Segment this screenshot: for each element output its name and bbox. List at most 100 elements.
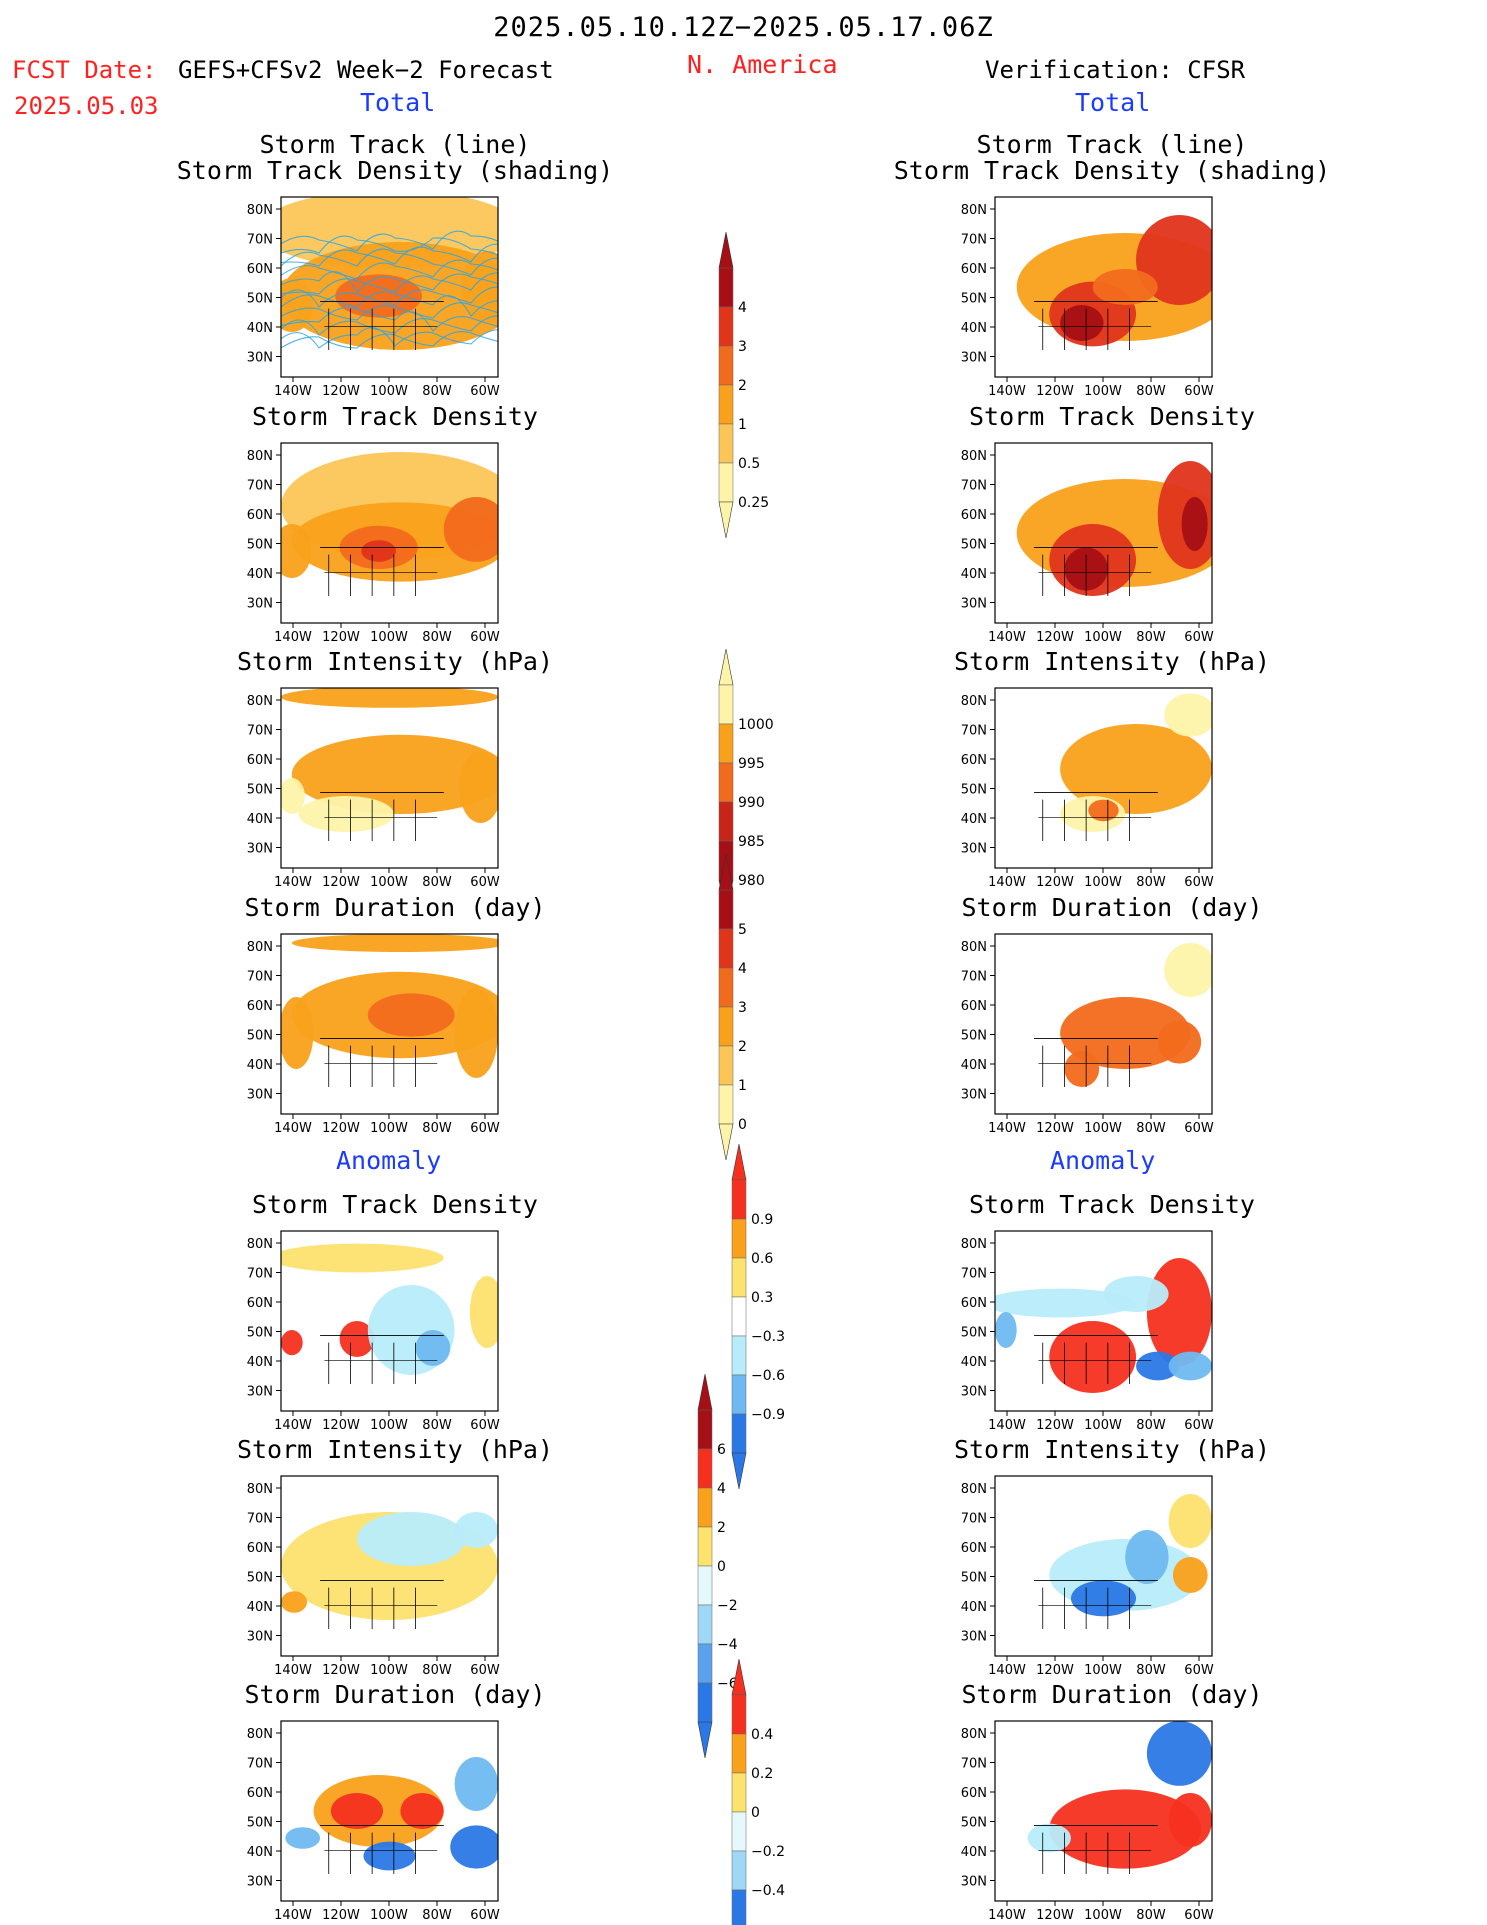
lat-tick-label: 60N (247, 508, 273, 523)
left-map-panel-4: 80N 70N 60N 50N 40N 30N 140W 120W 100W 80W 60W (247, 933, 500, 1136)
left-map-panel-3: 80N 70N 60N 50N 40N 30N 140W 120W 100W 80W 60W (247, 687, 500, 890)
lon-tick-label: 80W (422, 1663, 452, 1678)
lon-tick-label: 140W (274, 630, 312, 645)
lon-tick-label: 100W (370, 384, 408, 399)
lon-tick-label: 120W (1036, 630, 1074, 645)
lat-tick-label: 60N (247, 1786, 273, 1801)
left-panel-5-title: Storm Track Density (252, 1190, 538, 1219)
lon-tick-label: 120W (1036, 1418, 1074, 1433)
lat-tick-label: 60N (961, 1541, 987, 1556)
lon-tick-label: 100W (1084, 384, 1122, 399)
lon-tick-label: 120W (1036, 384, 1074, 399)
lon-tick-label: 60W (470, 1121, 500, 1136)
lat-tick-label: 40N (961, 1355, 987, 1370)
lon-tick-label: 100W (1084, 1121, 1122, 1136)
lat-tick-label: 50N (247, 292, 273, 307)
lat-tick-label: 40N (247, 321, 273, 336)
colorbar-label: 0.2 (751, 1766, 773, 1782)
lat-tick-label: 50N (961, 1326, 987, 1341)
lat-tick-label: 50N (247, 1816, 273, 1831)
section-anomaly-left: Anomaly (336, 1146, 442, 1175)
colorbar-swatch (718, 762, 734, 803)
lon-tick-label: 80W (1136, 384, 1166, 399)
colorbar-swatch (697, 1487, 713, 1528)
lat-tick-label: 70N (247, 724, 273, 739)
lat-tick-label: 50N (247, 1029, 273, 1044)
left-map-panel-6: 80N 70N 60N 50N 40N 30N 140W 120W 100W 80W 60W (247, 1475, 500, 1678)
left-panel-4-title: Storm Duration (day) (244, 893, 546, 922)
colorbar-swatch (718, 423, 734, 464)
lon-tick-label: 120W (322, 1908, 360, 1923)
lon-tick-label: 60W (470, 1908, 500, 1923)
lat-tick-label: 30N (247, 842, 273, 857)
lon-tick-label: 140W (274, 1908, 312, 1923)
right-map-panel-1: 80N 70N 60N 50N 40N 30N 140W 120W 100W 80W 60W (961, 196, 1214, 399)
right-panel-2-title: Storm Track Density (969, 402, 1255, 431)
lat-tick-label: 40N (961, 812, 987, 827)
lat-tick-label: 40N (961, 1600, 987, 1615)
lat-tick-label: 40N (247, 1845, 273, 1860)
right-map-panel-3: 80N 70N 60N 50N 40N 30N 140W 120W 100W 80W 60W (961, 687, 1214, 890)
lon-tick-label: 80W (1136, 630, 1166, 645)
lat-tick-label: 40N (247, 1058, 273, 1073)
colorbar-swatch (697, 1448, 713, 1489)
period-title: 2025.05.10.12Z−2025.05.17.06Z (493, 12, 994, 43)
lon-tick-label: 60W (470, 1418, 500, 1433)
lon-tick-label: 100W (370, 1121, 408, 1136)
lat-tick-label: 30N (961, 842, 987, 857)
colorbar-swatch (718, 801, 734, 842)
lat-tick-label: 80N (247, 203, 273, 218)
lon-tick-label: 60W (1184, 1418, 1214, 1433)
lat-tick-label: 80N (247, 1237, 273, 1252)
left-map-panel-7: 80N 70N 60N 50N 40N 30N 140W 120W 100W 80W 60W (247, 1720, 500, 1923)
lat-tick-label: 70N (961, 1757, 987, 1772)
colorbar-swatch (718, 1006, 734, 1047)
lat-tick-label: 80N (961, 1237, 987, 1252)
colorbar-swatch (731, 1413, 747, 1454)
right-map-panel-6: 80N 70N 60N 50N 40N 30N 140W 120W 100W 80W 60W (961, 1475, 1214, 1678)
left-panel-2-title: Storm Track Density (252, 402, 538, 431)
lon-tick-label: 120W (322, 1663, 360, 1678)
lon-tick-label: 80W (1136, 1418, 1166, 1433)
colorbar-label: 3 (738, 339, 747, 355)
lat-tick-label: 30N (961, 1875, 987, 1890)
colorbar-label: −0.9 (751, 1407, 785, 1423)
lon-tick-label: 60W (1184, 875, 1214, 890)
lat-tick-label: 70N (247, 1267, 273, 1282)
right-panel-3-title: Storm Intensity (hPa) (953, 647, 1271, 676)
lat-tick-label: 60N (961, 1296, 987, 1311)
colorbar-label: 990 (738, 795, 765, 811)
colorbar-swatch (731, 1218, 747, 1259)
lon-tick-label: 80W (422, 875, 452, 890)
lon-tick-label: 140W (988, 384, 1026, 399)
colorbar-swatch (718, 462, 734, 503)
colorbar-label: 0.5 (738, 456, 760, 472)
lat-tick-label: 80N (961, 1727, 987, 1742)
track-density-anom-colorbar: 0.9 0.6 0.3 −0.3 −0.6 −0.9 (731, 1143, 785, 1490)
lat-tick-label: 80N (247, 1727, 273, 1742)
lat-tick-label: 60N (247, 1541, 273, 1556)
lat-tick-label: 30N (961, 1385, 987, 1400)
colorbar-label: 4 (738, 300, 747, 316)
right-map-panel-5: 80N 70N 60N 50N 40N 30N 140W 120W 100W 80W 60W (961, 1230, 1214, 1433)
colorbar-label: 0 (751, 1805, 760, 1821)
lon-tick-label: 100W (370, 1908, 408, 1923)
colorbar-swatch (718, 306, 734, 347)
colorbar-swatch (731, 1850, 747, 1891)
colorbar-swatch (697, 1526, 713, 1567)
colorbar-swatch (731, 1179, 747, 1220)
lat-tick-label: 60N (961, 508, 987, 523)
lon-tick-label: 120W (322, 1418, 360, 1433)
lon-tick-label: 140W (274, 1418, 312, 1433)
right-map-panel-7: 80N 70N 60N 50N 40N 30N 140W 120W 100W 80W 60W (961, 1720, 1214, 1923)
lon-tick-label: 80W (1136, 875, 1166, 890)
colorbar-label: 980 (738, 873, 765, 889)
colorbar-label: −2 (717, 1598, 738, 1614)
lon-tick-label: 80W (422, 384, 452, 399)
colorbar-swatch (718, 967, 734, 1008)
left-panel-6-title: Storm Intensity (hPa) (236, 1435, 554, 1464)
lat-tick-label: 50N (961, 292, 987, 307)
right-map-panel-2: 80N 70N 60N 50N 40N 30N 140W 120W 100W 80W 60W (961, 442, 1214, 645)
left-panel-1-title: Storm Track (line) Storm Track Density (… (176, 130, 614, 185)
colorbar-swatch (718, 1045, 734, 1086)
